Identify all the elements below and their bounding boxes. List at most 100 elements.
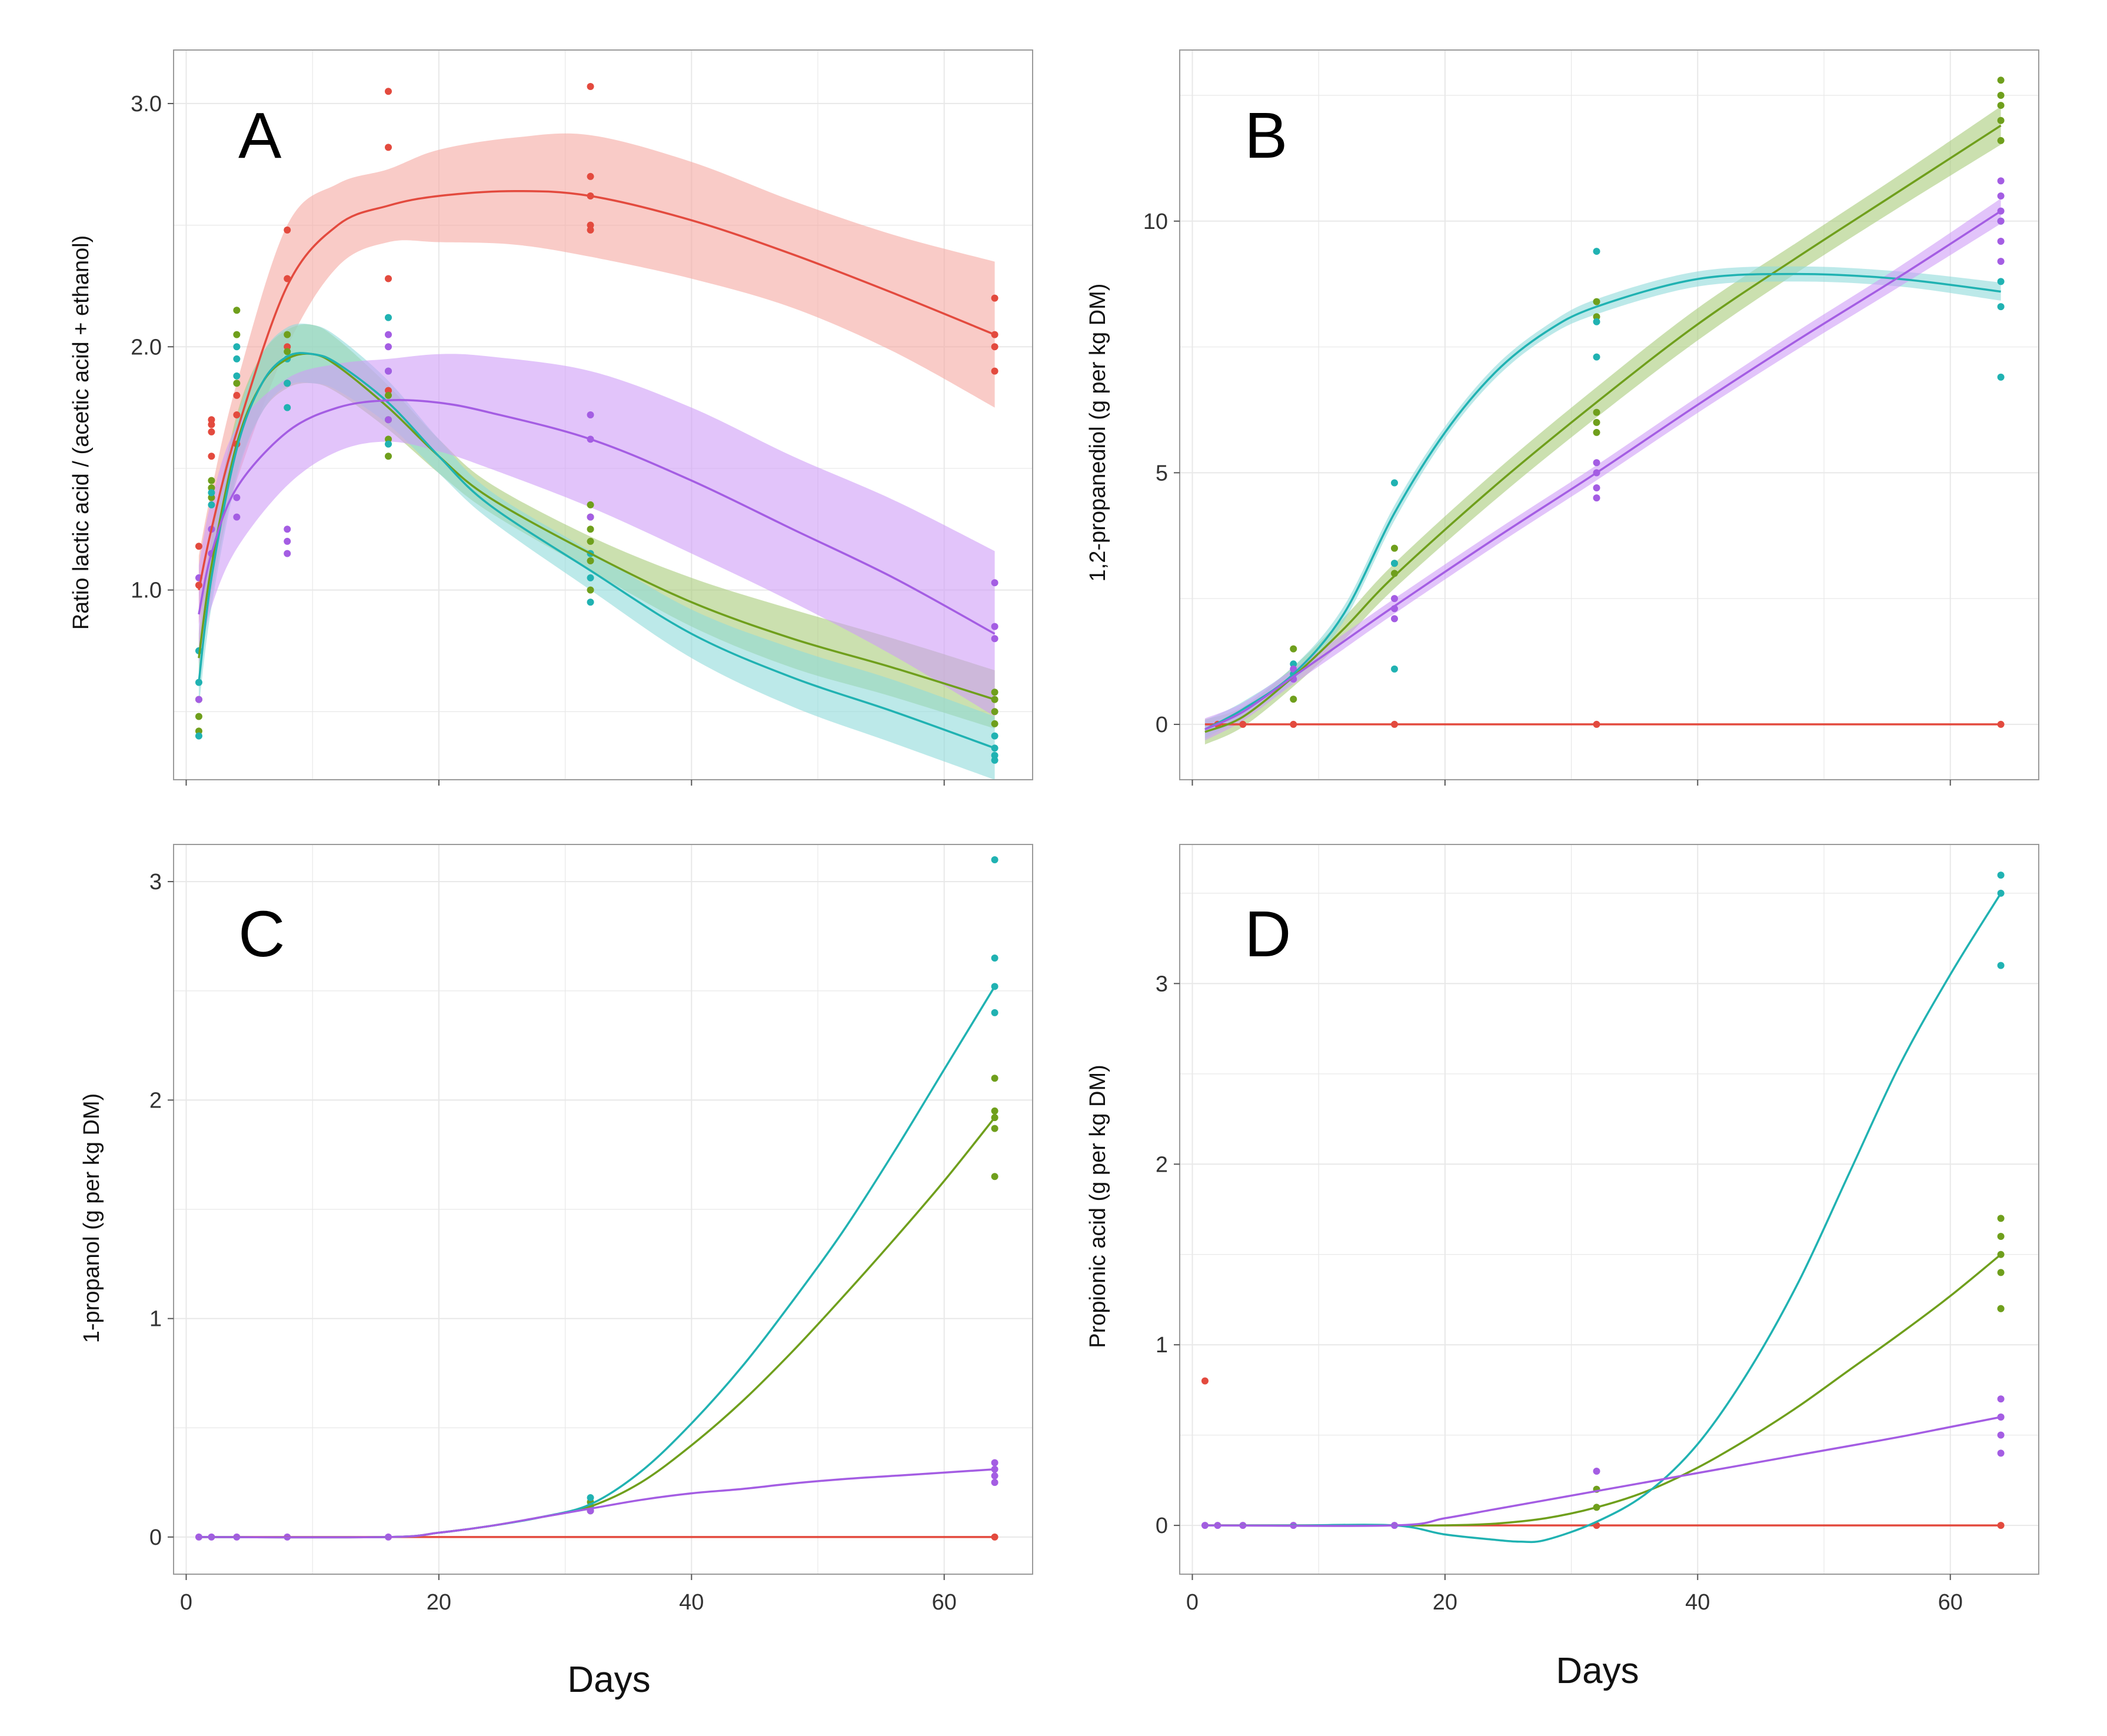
panel-d-green-point (1997, 1215, 2005, 1222)
panel-a-teal-point (991, 756, 998, 764)
panel-b-purple-point (1593, 494, 1600, 502)
panel-d-x-axis-title: Days (1556, 1651, 1639, 1691)
panel-a-teal-point (195, 732, 202, 740)
panel-a-teal-confidence-band (198, 323, 995, 780)
panel-c-y-tick-label: 2 (149, 1088, 162, 1113)
panel-b-green-point (1593, 313, 1600, 321)
panel-d-green-point (1997, 1269, 2005, 1276)
panel-a-red-point (208, 421, 215, 428)
panel-b-green-point (1391, 544, 1398, 552)
panel-a-teal-point (233, 343, 241, 351)
panel-a-green-point (208, 484, 215, 491)
panel-a-teal-point (208, 501, 215, 508)
panel-c-teal-point (991, 955, 998, 962)
panel-a-red-point (587, 226, 594, 234)
panel-b-y-tick-label: 5 (1156, 461, 1168, 485)
panel-b-y-axis-title: 1,2-propanediol (g per kg DM) (1086, 284, 1110, 582)
panel-a-red-point (587, 172, 594, 180)
panel-a-red-point (284, 226, 291, 234)
panel-b-teal-point (1593, 318, 1600, 325)
panel-b-purple-fit-line (1204, 210, 2002, 731)
panel-b-green-point (1290, 696, 1297, 703)
panel-a-green-point (284, 348, 291, 355)
panel-a-purple-point (195, 696, 202, 703)
panel-a-green-point (587, 537, 594, 545)
panel-b-teal-point (1593, 353, 1600, 361)
panel-a: 1.0 2.0 3.0 A Ratio lactic acid / (acetic ac… (69, 49, 1033, 786)
panel-a-purple-point (233, 494, 241, 501)
panel-b: 0 5 10 B 1,2-propanediol (g per kg DM) (1086, 49, 2039, 786)
panel-a-purple-point (284, 550, 291, 557)
panel-c-x-tick-label: 40 (679, 1590, 704, 1615)
panel-a-green-point (233, 331, 241, 338)
panel-a-letter: A (238, 99, 282, 172)
panel-b-green-point (1593, 428, 1600, 436)
panel-a-red-point (208, 428, 215, 435)
panel-a-green-point (385, 435, 392, 443)
panel-a-purple-point (385, 343, 392, 351)
panel-a-red-point (991, 367, 998, 375)
panel-b-lines (1204, 124, 2002, 733)
panel-c-teal-point (991, 856, 998, 863)
panel-a-teal-point (587, 598, 594, 606)
panel-b-purple-point (1593, 484, 1600, 491)
panel-c-grid (174, 844, 1033, 1574)
panel-b-teal-fit-line (1204, 272, 2001, 731)
panel-b-teal-point (1290, 660, 1297, 668)
panel-b-green-point (1593, 298, 1600, 305)
panel-b-purple-point (1391, 595, 1398, 603)
panel-a-frame (173, 49, 1033, 780)
panel-a-teal-point (587, 574, 594, 581)
panel-b-teal-point (1391, 479, 1398, 487)
panel-d-purple-point (1997, 1431, 2005, 1439)
panel-a-green-point (195, 727, 202, 735)
panel-c-green-point (991, 1125, 998, 1132)
panel-c-green-point (991, 1075, 998, 1082)
panel-a-y-tick-label: 3.0 (131, 92, 162, 117)
panel-b-points (1214, 77, 2005, 728)
panel-b-purple-point (1997, 237, 2005, 245)
panel-a-green-point (208, 477, 215, 484)
panel-b-green-point (1290, 645, 1297, 653)
panel-a-teal-point (284, 404, 291, 411)
panel-b-letter: B (1244, 99, 1287, 172)
panel-b-teal-point (1997, 303, 2005, 311)
panel-d-green-point (1997, 1233, 2005, 1241)
panel-a-red-point (991, 294, 998, 302)
panel-c-purple-point (991, 1459, 998, 1466)
panel-a-red-point (284, 343, 291, 351)
panel-c-purple-point (991, 1472, 998, 1479)
panel-b-teal-point (1391, 560, 1398, 567)
panel-b-purple-point (1391, 615, 1398, 623)
panel-c-x-axis-title: Days (567, 1659, 650, 1700)
panel-b-green-point (1997, 77, 2005, 84)
panel-a-red-point (385, 275, 392, 282)
panel-c-green-point (991, 1107, 998, 1115)
panel-b-purple-point (1997, 258, 2005, 265)
panel-a-teal-point (208, 489, 215, 497)
panel-a-purple-point (587, 513, 594, 521)
panel-a-red-fit-line (198, 189, 996, 590)
panel-a-y-axis-title: Ratio lactic acid / (acetic acid + ethan… (69, 235, 94, 630)
panel-a-purple-point (385, 331, 392, 338)
panel-d-x-tick-label: 20 (1433, 1590, 1457, 1615)
panel-b-green-point (1593, 418, 1600, 426)
panel-c-y-tick-label: 3 (149, 870, 162, 894)
panel-a-green-point (991, 689, 998, 696)
panel-b-y-tick-label: 10 (1143, 209, 1168, 234)
panel-d-x-tick-label: 0 (1186, 1590, 1199, 1615)
panel-a-red-point (385, 88, 392, 95)
panel-c: 0 1 2 3 0 20 40 60 C 1-propanol (g per kg DM) Days (79, 844, 1033, 1700)
panel-b-teal-point (1997, 373, 2005, 381)
panel-a-red-point (385, 144, 392, 151)
panel-d-y-tick-label: 2 (1156, 1152, 1168, 1177)
panel-a-purple-point (284, 537, 291, 545)
panel-a-green-point (587, 526, 594, 533)
panel-d-points (1201, 872, 2005, 1529)
panel-c-x-tick-label: 0 (180, 1590, 192, 1615)
panel-a-purple-point (385, 367, 392, 375)
panel-a-lines (198, 189, 996, 749)
panel-c-lines (198, 986, 996, 1539)
panel-a-purple-point (385, 416, 392, 424)
panel-b-grid (1180, 50, 2039, 780)
